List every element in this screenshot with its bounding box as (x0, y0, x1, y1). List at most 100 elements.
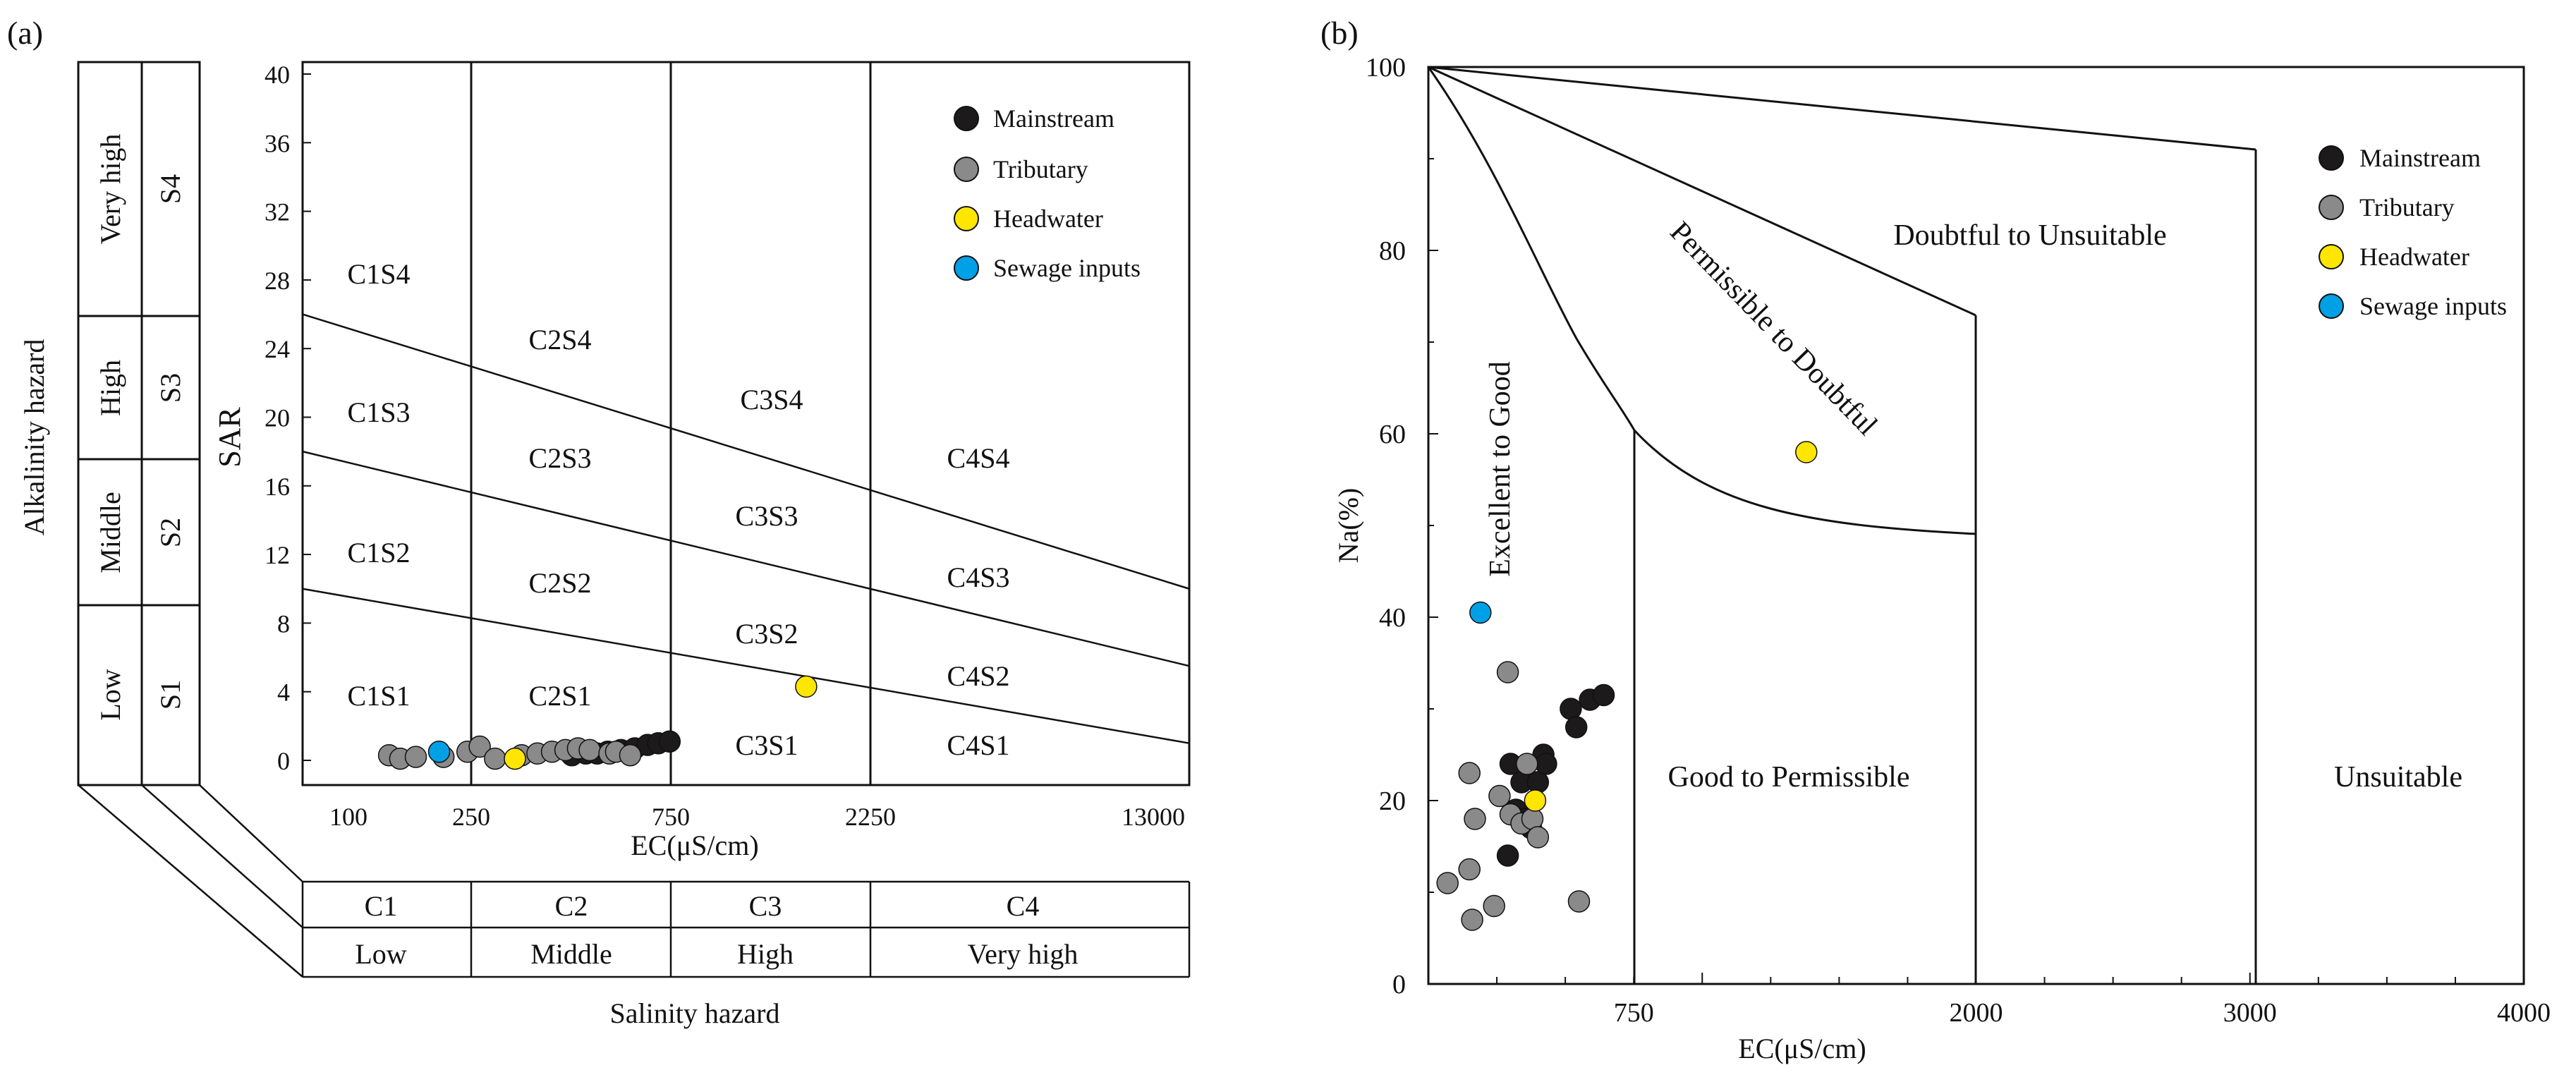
panel-b-legend: Mainstream Tributary Headwater Sewage in… (2319, 144, 2507, 320)
legend-label-tributary: Tributary (2359, 193, 2455, 221)
y-tick-label-100: 100 (1366, 53, 1406, 83)
salinity-level-very-high: Very high (968, 938, 1079, 970)
alkalinity-hazard-title: Alkalinity hazard (18, 339, 50, 536)
x-tick-label-250: 250 (452, 803, 490, 831)
y-tick-label-24: 24 (265, 335, 290, 363)
data-point-sewage-inputs (1469, 601, 1492, 624)
legend-marker-headwater (2319, 244, 2344, 269)
data-point-mainstream (1592, 683, 1615, 707)
connector-line-2 (141, 784, 303, 928)
data-point-tributary (404, 746, 427, 768)
x-tick-label-2250: 2250 (845, 803, 896, 831)
boundary-good-permissible-upper (1633, 429, 1976, 535)
alkalinity-code-s4: S4 (154, 174, 186, 204)
data-point-tributary (1488, 784, 1511, 808)
y-tick-label-80: 80 (1379, 236, 1406, 266)
legend-marker-sewage-inputs (954, 255, 979, 281)
data-point-mainstream (1535, 753, 1557, 775)
y-tick-label-36: 36 (265, 129, 290, 157)
salinity-code-c2: C2 (555, 890, 588, 922)
alkalinity-level-very-high: Very high (95, 134, 126, 245)
data-point-headwater (795, 675, 818, 698)
region-label-c1s2: C1S2 (348, 537, 411, 569)
boundary-excellent-good-upper (1427, 66, 1636, 431)
data-point-tributary (1436, 872, 1459, 894)
y-tick-label-40: 40 (265, 61, 290, 89)
x-tick-label-4000: 4000 (2497, 998, 2551, 1028)
legend-marker-tributary (954, 157, 979, 182)
data-point-headwater (504, 747, 526, 770)
data-point-tributary (1483, 894, 1505, 918)
panel-b-y-axis-title: Na(%) (1332, 488, 1364, 564)
region-label-unsuitable: Unsuitable (2334, 761, 2462, 794)
data-point-tributary (578, 738, 601, 762)
alkalinity-level-high: High (95, 360, 126, 416)
legend-label-headwater: Headwater (993, 205, 1103, 233)
connector-line-1 (78, 784, 303, 978)
data-point-tributary (1496, 661, 1519, 683)
data-point-headwater (1524, 789, 1547, 812)
sar-axis-title: SAR (212, 407, 247, 468)
y-tick-label-28: 28 (265, 267, 290, 295)
panel-a-label: (a) (7, 15, 43, 51)
x-tick-label-750: 750 (1614, 998, 1654, 1028)
sar-boundary-lines (302, 313, 1190, 744)
y-tick-label-20: 20 (265, 404, 290, 432)
region-label-c3s1: C3S1 (736, 729, 798, 761)
legend-marker-headwater (954, 206, 979, 231)
x-tick-label-750: 750 (652, 803, 690, 831)
data-point-mainstream (658, 730, 681, 753)
y-tick-label-0: 0 (1392, 970, 1406, 999)
region-label-c2s3: C2S3 (529, 442, 592, 474)
region-label-c2s2: C2S2 (529, 567, 592, 599)
panel-a-ussl-diagram: (a) Very high High Middle Low S4 S3 S2 S… (7, 15, 1191, 1029)
legend-marker-mainstream (2319, 145, 2344, 171)
panel-a-x-axis: 100 250 750 2250 13000 (329, 803, 1185, 831)
region-label-c3s4: C3S4 (741, 384, 803, 415)
data-point-tributary (468, 735, 491, 758)
salinity-code-c1: C1 (365, 890, 398, 922)
x-tick-label-3000: 3000 (2223, 998, 2277, 1028)
panel-a-y-axis: 0 4 8 12 16 20 24 28 32 36 40 (265, 61, 311, 775)
salinity-level-high: High (737, 938, 794, 970)
y-tick-label-40: 40 (1379, 603, 1406, 633)
legend-label-headwater: Headwater (2359, 243, 2469, 271)
alkalinity-level-low: Low (95, 669, 126, 720)
legend-marker-tributary (2319, 195, 2344, 220)
panel-a-plot-frame (301, 61, 1191, 786)
x-tick-label-13000: 13000 (1122, 803, 1185, 831)
legend-marker-sewage-inputs (2319, 293, 2344, 319)
region-label-good-to-permissible: Good to Permissible (1668, 761, 1910, 794)
region-label-c2s1: C2S1 (529, 680, 592, 712)
data-point-tributary (484, 747, 506, 770)
y-tick-label-16: 16 (265, 473, 290, 501)
panel-b-label: (b) (1320, 15, 1359, 51)
legend-label-sewage-inputs: Sewage inputs (993, 254, 1141, 282)
region-label-c4s4: C4S4 (947, 442, 1010, 474)
x-tick-label-2000: 2000 (1950, 998, 2003, 1028)
legend-label-tributary: Tributary (993, 155, 1088, 183)
y-tick-label-8: 8 (277, 609, 290, 638)
y-tick-label-60: 60 (1379, 420, 1406, 449)
region-label-c3s2: C3S2 (736, 618, 798, 650)
panel-a-x-axis-title: EC(μS/cm) (631, 829, 758, 861)
data-point-tributary (1458, 762, 1481, 784)
panel-a-data-points (377, 675, 818, 770)
alkalinity-code-s1: S1 (154, 680, 186, 710)
data-point-tributary (1516, 753, 1538, 775)
data-point-sewage-inputs (427, 741, 451, 763)
data-point-mainstream (1496, 844, 1519, 867)
x-tick-label-100: 100 (329, 803, 367, 831)
panel-b-data-points (1436, 441, 1818, 931)
boundary-doubtful-unsuitable-upper (1428, 66, 2256, 151)
panel-a-legend: Mainstream Tributary Headwater Sewage in… (954, 104, 1141, 282)
connector-line-3 (199, 784, 303, 882)
data-point-tributary (1526, 826, 1550, 849)
legend-label-sewage-inputs: Sewage inputs (2359, 292, 2507, 320)
region-label-excellent-to-good: Excellent to Good (1484, 361, 1517, 577)
salinity-class-dividers (470, 62, 872, 785)
alkalinity-code-s2: S2 (154, 518, 186, 547)
panel-b-x-axis: 750 2000 3000 4000 (1496, 973, 2551, 1028)
region-label-permissible-to-doubtful: Permissible to Doubtful (1663, 216, 1883, 442)
legend-label-mainstream: Mainstream (993, 104, 1114, 133)
